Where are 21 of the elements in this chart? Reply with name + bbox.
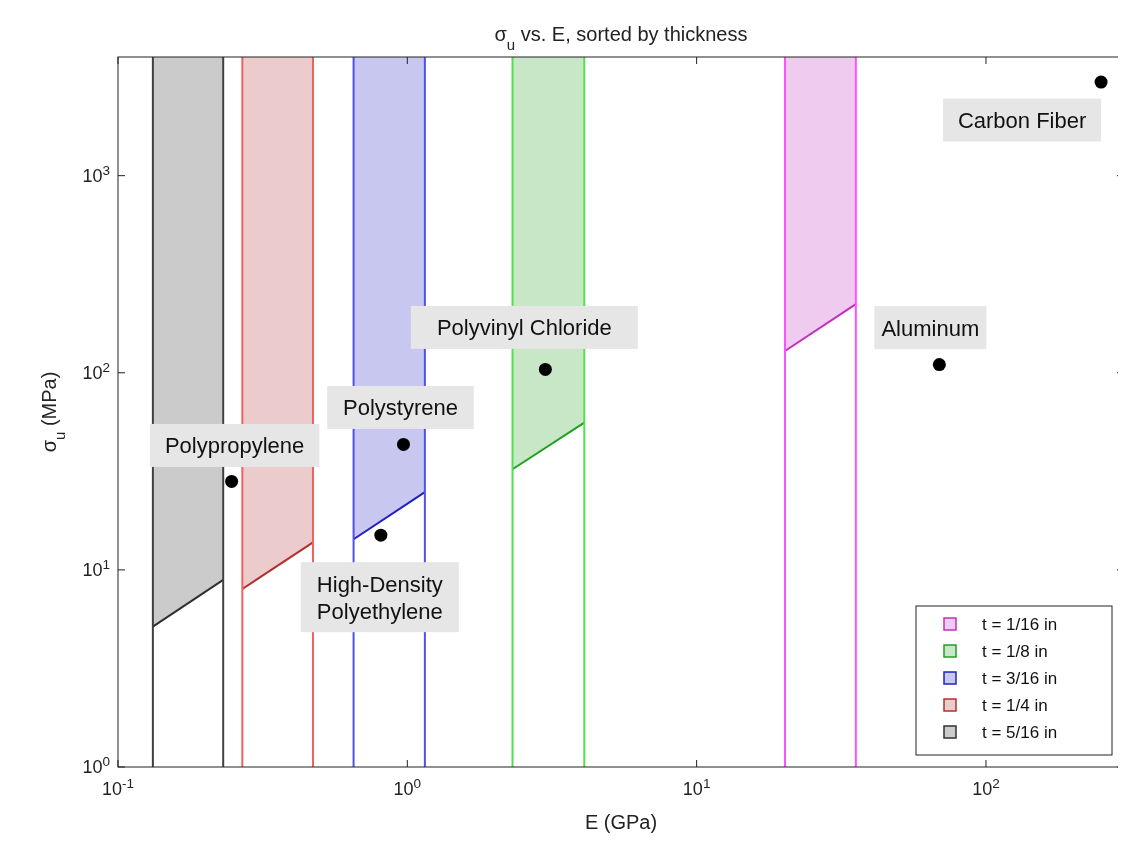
legend-label: t = 5/16 in (982, 723, 1058, 742)
legend-label: t = 3/16 in (982, 669, 1058, 688)
x-tick-label: 10$^{1}$ (682, 775, 711, 799)
legend-label: t = 1/8 in (982, 642, 1048, 661)
x-tick-label: 10$^{2}$ (972, 775, 1000, 799)
legend-label: t = 1/16 in (982, 615, 1058, 634)
annotation: Carbon Fiber (957, 107, 1087, 133)
annotation: High-Density Polyethylene (316, 571, 443, 624)
x-tick-label: 10$^{0}$ (393, 775, 422, 799)
annotation: Polyvinyl Chloride (436, 314, 612, 340)
y-tick-label: 10$^{3}$ (82, 162, 110, 186)
chart-title: σ$_{u}$ vs. E, sorted by thickness (494, 23, 748, 53)
x-axis-title: E (GPa) (584, 811, 658, 833)
annotation: Polystyrene (343, 394, 458, 420)
x-tick-label: 10$^{-1}$ (101, 775, 135, 799)
annotation: Aluminum (881, 315, 980, 341)
y-tick-label: 10$^{0}$ (82, 753, 110, 777)
legend-label: t = 1/4 in (982, 696, 1048, 715)
annotation: Polypropylene (164, 432, 305, 458)
y-tick-label: 10$^{1}$ (82, 556, 110, 580)
y-tick-label: 10$^{2}$ (82, 359, 110, 383)
